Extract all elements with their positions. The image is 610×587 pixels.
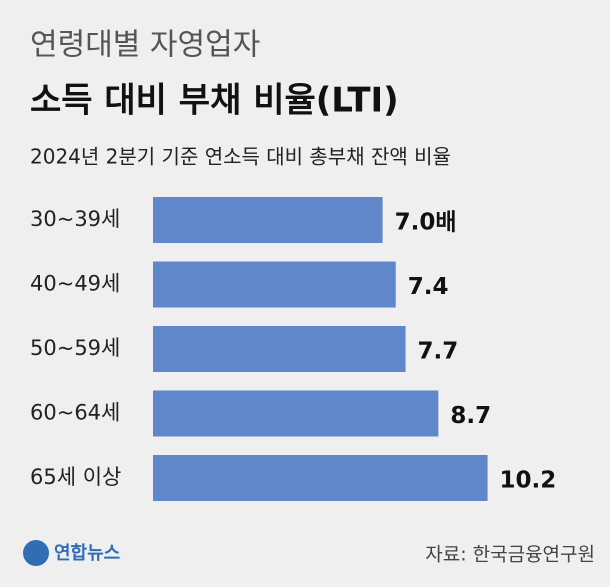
value-label: 8.7 <box>450 403 491 429</box>
value-label: 7.4 <box>408 274 449 300</box>
category-label: 50~59세 <box>30 336 120 360</box>
chart-title: 연령대별 자영업자 <box>30 28 260 63</box>
logo: 연합뉴스 <box>54 542 120 564</box>
category-label: 60~64세 <box>30 401 120 425</box>
value-label: 10.2 <box>500 468 557 494</box>
bar <box>153 326 406 372</box>
source: 자료: 한국금융연구원 <box>425 544 595 566</box>
category-label: 30~39세 <box>30 207 120 231</box>
category-label: 65세 이상 <box>30 465 121 489</box>
bar <box>153 197 383 243</box>
value-label: 7.7 <box>418 339 459 365</box>
bar <box>153 261 396 308</box>
category-label: 40~49세 <box>30 272 120 296</box>
logo-mark <box>23 540 49 566</box>
bar <box>153 390 439 437</box>
chart-subtitle: 2024년 2분기 기준 연소득 대비 총부채 잔액 비율 <box>30 145 451 169</box>
value-label: 7.0배 <box>395 210 457 236</box>
bar <box>153 455 488 501</box>
chart-title-bold: 소득 대비 부채 비율(LTI) <box>30 81 399 121</box>
